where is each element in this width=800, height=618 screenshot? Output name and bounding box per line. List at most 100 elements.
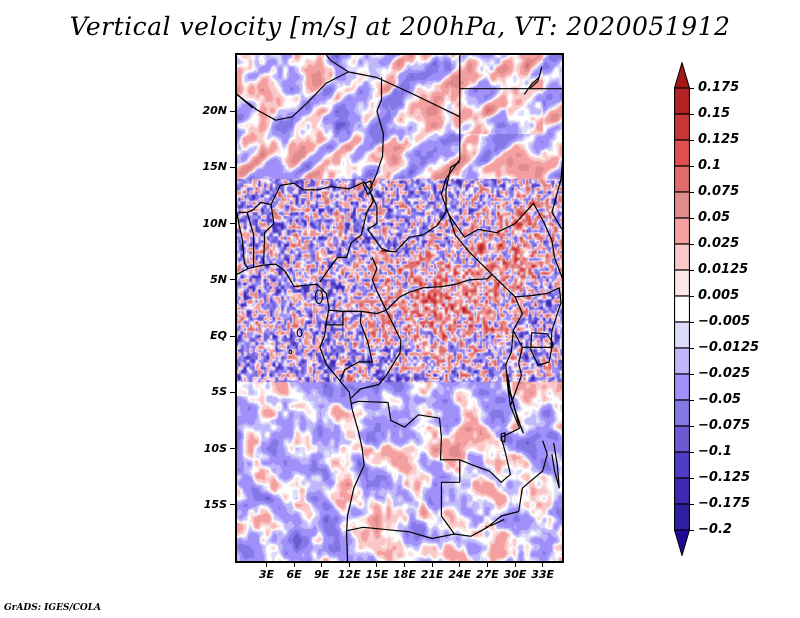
colorbar-swatch [674,399,690,427]
lon-tick-label: 18E [393,568,416,581]
border-sudan-ethiopia [551,159,562,230]
colorbar-label: 0.125 [698,132,740,147]
border-libya-west [325,55,349,73]
colorbar-swatch [674,295,690,323]
island-outline [296,328,303,338]
colorbar-label: 0.005 [698,288,740,303]
border-libya-chad [348,55,461,118]
colorbar-label: 0.025 [698,236,740,251]
colorbar-label: 0.1 [698,158,722,173]
lon-tick-label: 9E [314,568,330,581]
lake-chad [362,180,373,195]
lat-tick [230,279,235,281]
colorbar-swatch [674,269,690,297]
border-car-sudan [448,214,493,275]
border-cameroon-south [329,257,387,315]
border-drc-zambia [459,427,520,483]
lat-tick [230,504,235,506]
lat-tick [230,448,235,450]
colorbar-tick [690,139,694,141]
country-borders [237,55,562,561]
border-angola-namibia [347,526,471,540]
lon-tick [376,563,378,567]
colorbar-label: 0.15 [698,106,731,121]
lon-tick-label: 12E [337,568,361,581]
lake-nasser [523,66,543,95]
colorbar-swatch [674,373,690,401]
colorbar-swatch [674,321,690,349]
lon-tick [431,563,433,567]
lon-tick-label: 27E [476,568,499,581]
border-togo [238,211,255,267]
colorbar-label: −0.175 [698,496,751,511]
lake-kariba [485,518,505,528]
colorbar-swatch [674,87,690,115]
colorbar-swatch [674,217,690,245]
colorbar [674,62,690,556]
colorbar-tick [690,399,694,401]
lake-malawi [551,442,560,489]
colorbar-label: 0.075 [698,184,740,199]
lat-tick-label: EQ [210,329,227,343]
colorbar-tick [690,451,694,453]
colorbar-tick [690,347,694,349]
colorbar-label: −0.125 [698,470,751,485]
colorbar-label: −0.1 [698,444,732,459]
border-chad-sudan [440,116,461,215]
colorbar-swatch [674,165,690,193]
border-nigeria-cameroon [319,189,374,283]
colorbar-min-arrow [674,529,690,556]
lon-tick-label: 15E [365,568,389,581]
lon-tick-label: 3E [258,568,275,581]
colorbar-label: −0.005 [698,314,751,329]
lat-tick-label: 20N [202,104,227,118]
border-south-sudan [448,202,562,280]
island-outline [314,289,324,305]
border-gabon-congo [339,310,373,382]
border-ghana [237,212,249,269]
lat-tick [230,223,235,225]
plot-title: Vertical velocity [m/s] at 200hPa, VT: 2… [69,12,731,41]
lon-tick [514,563,516,567]
border-drc-angola [351,400,461,483]
border-eq-guinea-gabon [326,309,344,326]
lat-tick-label: 5S [211,385,227,399]
border-tanzania [509,347,523,407]
colorbar-tick [690,529,694,531]
lon-tick-label: 6E [286,568,302,581]
colorbar-label: 0.0125 [698,262,749,277]
lake-victoria [530,332,554,366]
colorbar-label: −0.05 [698,392,741,407]
lon-tick [265,563,267,567]
colorbar-tick [690,165,694,167]
colorbar-swatch [674,113,690,141]
border-niger-chad [369,77,384,191]
lon-tick-label: 30E [503,568,527,581]
colorbar-swatch [674,451,690,479]
lon-tick-label: 21E [420,568,444,581]
border-mali-niger [237,93,254,109]
colorbar-tick [690,87,694,89]
lon-tick [348,563,350,567]
lon-tick [404,563,406,567]
border-uganda [512,287,562,348]
colorbar-tick [690,113,694,115]
border-zambia-zimbabwe [470,510,519,537]
border-congo-drc [350,309,402,399]
colorbar-label: 0.175 [698,80,740,95]
lat-tick [230,166,235,168]
colorbar-swatch [674,139,690,167]
border-zambia-malawi [518,440,548,512]
lat-tick-label: 5N [210,272,227,286]
colorbar-tick [690,425,694,427]
lat-tick [230,110,235,112]
lon-tick [542,563,544,567]
colorbar-label: −0.0125 [698,340,760,355]
colorbar-tick [690,269,694,271]
border-algeria-niger [237,71,349,121]
colorbar-max-arrow [674,62,690,89]
lat-tick-label: 15S [203,497,227,511]
map-panel [235,53,564,563]
island-outline [288,349,293,355]
lon-tick [321,563,323,567]
